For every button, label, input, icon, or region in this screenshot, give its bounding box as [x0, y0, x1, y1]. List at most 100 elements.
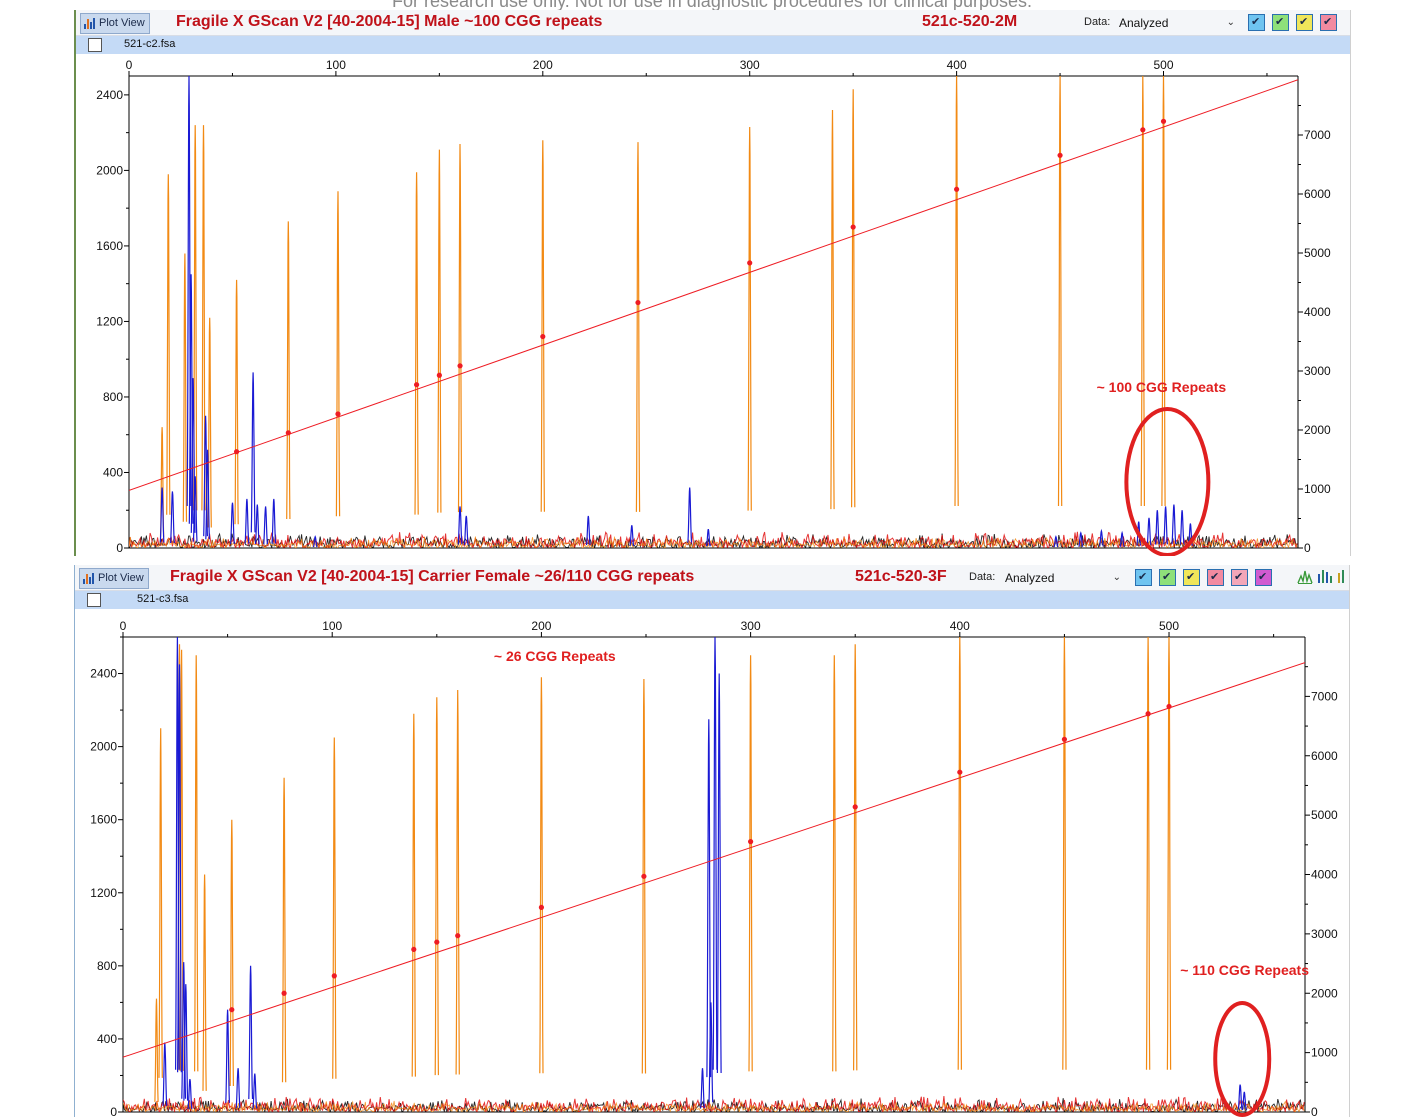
fam-peak	[192, 476, 198, 542]
fam-peak	[687, 487, 693, 543]
sizing-curve-point	[540, 333, 546, 340]
dye-toggle-checkbox[interactable]: ✔	[1231, 569, 1248, 586]
annotation-label: ~ 26 CGG Repeats	[494, 648, 616, 664]
y-tick-label: 0	[110, 1105, 117, 1117]
x-tick-label: 400	[950, 619, 970, 633]
sample-name: 521c-520-2M	[922, 13, 1018, 30]
data-select[interactable]: Analyzed ⌄	[1116, 13, 1238, 33]
sample-name: 521c-520-3F	[855, 568, 947, 585]
sizing-curve-point	[229, 1007, 235, 1013]
check-icon: ✔	[1258, 571, 1268, 583]
dye-toggle-checkbox[interactable]: ✔	[1296, 14, 1313, 31]
y-tick-label: 2400	[90, 667, 117, 681]
sizing-curve-point	[1160, 118, 1167, 124]
y2-tick-label: 6000	[1304, 187, 1331, 201]
y-tick-label: 2000	[90, 740, 117, 754]
check-icon: ✔	[1234, 571, 1244, 583]
y-tick-label: 1200	[96, 314, 123, 328]
size-standard-peak	[747, 126, 752, 511]
sizing-curve-point	[413, 382, 420, 388]
file-checkbox[interactable]	[88, 38, 102, 52]
y2-tick-label: 1000	[1311, 1046, 1338, 1060]
y2-tick-label: 5000	[1304, 246, 1331, 260]
annotation-circle	[1124, 407, 1211, 556]
fam-peak	[1241, 1091, 1247, 1111]
panel-header: Plot View Fragile X GScan V2 [40-2004-15…	[75, 565, 1349, 591]
size-standard-peak	[281, 777, 287, 1083]
plot-view-button[interactable]: Plot View	[80, 13, 150, 34]
fam-peak	[159, 487, 165, 543]
check-icon: ✔	[1275, 16, 1285, 28]
plot-panel-male: Plot View Fragile X GScan V2 [40-2004-15…	[74, 10, 1351, 556]
data-select[interactable]: Analyzed ⌄	[1002, 568, 1124, 588]
fam-peak	[700, 1068, 705, 1109]
dye-toggle-checkbox[interactable]: ✔	[1135, 569, 1152, 586]
size-standard-peak	[201, 125, 206, 511]
fam-peak	[230, 502, 235, 545]
panel-title: Fragile X GScan V2 [40-2004-15] Male ~10…	[176, 13, 603, 30]
electropherogram-plot[interactable]: 0 100 200 300 400 500040080012001600200024000…	[75, 609, 1347, 1117]
fam-peak	[463, 515, 469, 546]
fam-peak	[254, 504, 260, 545]
dye-toggle-checkbox[interactable]: ✔	[1159, 569, 1176, 586]
x-tick-label: 100	[326, 58, 346, 72]
size-standard-peak	[954, 76, 959, 507]
file-checkbox[interactable]	[87, 593, 101, 607]
fam-peak	[712, 637, 718, 1070]
sizing-curve-point	[538, 904, 545, 910]
plot-view-button[interactable]: Plot View	[79, 568, 149, 589]
x-tick-label: 100	[322, 619, 342, 633]
x-tick-label: 300	[740, 58, 760, 72]
dye-toggle-checkbox[interactable]: ✔	[1183, 569, 1200, 586]
size-standard-peak	[194, 655, 199, 1072]
file-name: 521-c2.fsa	[124, 38, 176, 50]
size-standard-peak	[641, 678, 647, 1074]
size-standard-peak	[457, 143, 463, 513]
sizing-curve-point	[635, 299, 641, 306]
sizing-curve-point	[954, 186, 960, 192]
y2-tick-label: 3000	[1311, 927, 1338, 941]
data-label: Data:	[969, 571, 996, 583]
bar-view-icon[interactable]	[1337, 568, 1347, 585]
y2-tick-label: 6000	[1311, 749, 1338, 763]
fam-peak	[705, 528, 711, 547]
trace-layer	[123, 637, 1305, 1112]
size-standard-peak	[635, 142, 641, 512]
y2-tick-label: 5000	[1311, 808, 1338, 822]
y-tick-label: 800	[97, 959, 117, 973]
fam-peak	[250, 372, 256, 533]
sizing-curve-point	[233, 449, 240, 455]
stacked-view-icon[interactable]	[1317, 568, 1333, 585]
check-icon: ✔	[1186, 571, 1196, 583]
sizing-curve-point	[748, 839, 754, 845]
x-tick-label: 500	[1159, 619, 1179, 633]
size-standard-peak	[1161, 76, 1166, 507]
dye-toggle-checkbox[interactable]: ✔	[1255, 569, 1272, 586]
plot-panel-carrier-female: Plot View Fragile X GScan V2 [40-2004-15…	[74, 565, 1350, 1117]
sizing-curve-line	[123, 662, 1305, 1058]
dye-toggle-checkbox[interactable]: ✔	[1320, 14, 1337, 31]
size-standard-peak	[539, 677, 544, 1074]
fam-peak	[706, 719, 712, 1078]
size-standard-peak	[202, 874, 207, 1091]
plot-view-icon	[83, 573, 95, 584]
size-standard-peak	[158, 728, 163, 1078]
sizing-curve-point	[957, 769, 963, 775]
fam-peak	[271, 498, 277, 544]
x-tick-label: 200	[533, 58, 553, 72]
plot-view-label: Plot View	[98, 572, 144, 584]
annotation-label: ~ 100 CGG Repeats	[1097, 379, 1227, 395]
sizing-curve-point	[1145, 711, 1151, 717]
dye-toggle-checkbox[interactable]: ✔	[1248, 14, 1265, 31]
sizing-curve-point	[457, 363, 463, 369]
overlay-peaks-icon[interactable]	[1297, 568, 1313, 585]
fam-peak	[1078, 531, 1084, 547]
size-standard-peak	[414, 172, 419, 515]
fam-peak	[244, 498, 250, 544]
fam-peak	[1171, 504, 1177, 545]
electropherogram-plot[interactable]: 0 100 200 300 400 500040080012001600200024000…	[76, 54, 1348, 556]
dye-toggle-checkbox[interactable]: ✔	[1207, 569, 1224, 586]
fam-peak	[1154, 510, 1160, 545]
chevron-down-icon: ⌄	[1112, 572, 1121, 583]
dye-toggle-checkbox[interactable]: ✔	[1272, 14, 1289, 31]
